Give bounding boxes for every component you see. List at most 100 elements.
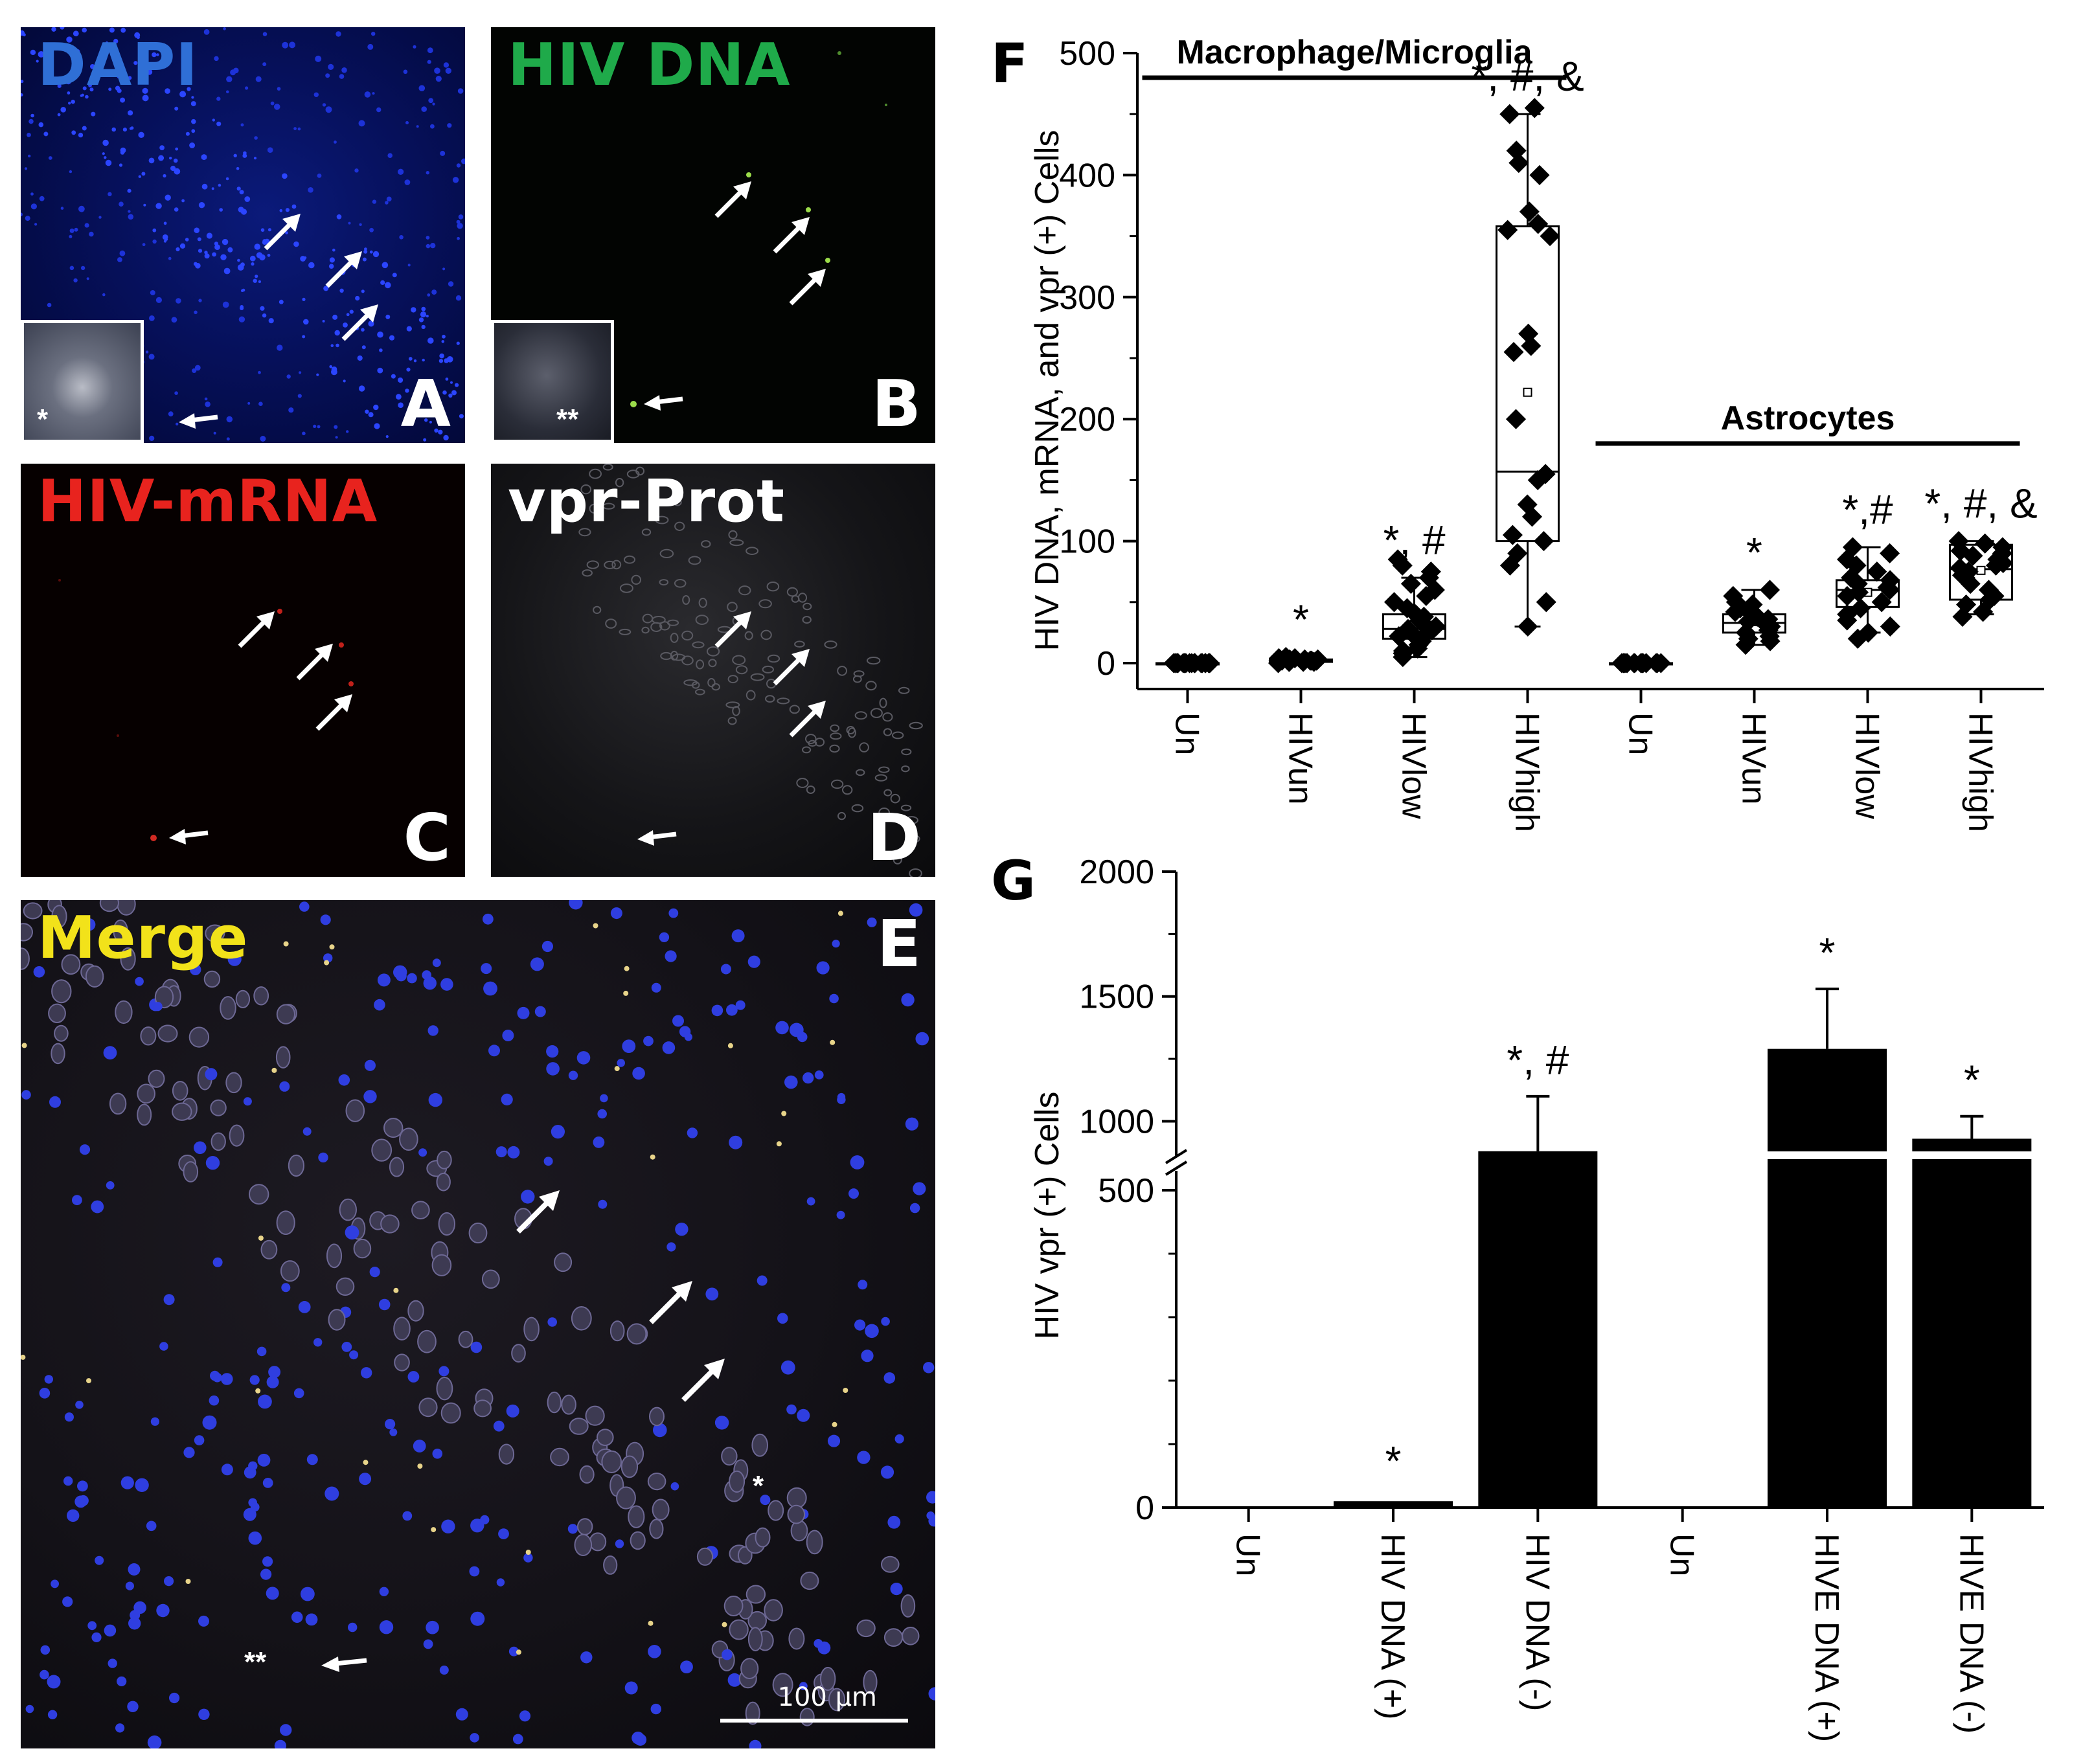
f-data-point (1975, 533, 1996, 554)
f-group-label: Astrocytes (1721, 400, 1895, 437)
panel-vpr-prot: vpr-Prot D (491, 464, 935, 877)
arrow-icon (238, 611, 275, 648)
g-y-tick-label: 500 (1098, 1172, 1154, 1210)
panel-letter-a: A (400, 366, 451, 442)
inset-a: * (21, 320, 144, 443)
f-data-point (1992, 537, 2013, 558)
arrow-icon (773, 649, 810, 686)
g-axis-break (1165, 1160, 1188, 1176)
f-data-point (1867, 561, 1887, 582)
g-significance-label: *, # (1507, 1037, 1569, 1083)
f-x-tick-label: Un (1622, 712, 1659, 755)
f-data-point (1524, 98, 1545, 119)
f-y-tick-label: 300 (1059, 279, 1115, 317)
f-data-point (1759, 580, 1781, 600)
panel-merge: Merge E * ** 100 µm (21, 900, 935, 1748)
f-data-point (1497, 220, 1518, 240)
arrow-icon (315, 694, 352, 731)
f-box-3: *, #, & (1471, 53, 1584, 637)
arrow-icon (264, 214, 301, 251)
f-data-point (1200, 653, 1220, 673)
f-box-body (1496, 225, 1560, 543)
f-group-label: Macrophage/Microglia (1177, 34, 1533, 71)
g-bar (1768, 1048, 1887, 1508)
f-data-point (1723, 585, 1744, 606)
f-box-6: *,# (1836, 486, 1900, 649)
panel-title-vpr-prot: vpr-Prot (508, 468, 786, 536)
arrow-icon (325, 251, 362, 288)
g-bar (1334, 1501, 1453, 1508)
arrow-icon (714, 611, 751, 648)
g-significance-label: * (1964, 1057, 1980, 1103)
f-data-point (1540, 226, 1560, 247)
f-significance-label: *, #, & (1471, 53, 1584, 100)
g-bar-5: * (1911, 1057, 2033, 1508)
arrow-icon (714, 181, 751, 218)
f-data-point (1871, 592, 1892, 613)
f-x-tick-label: Un (1168, 712, 1206, 755)
arrow-icon (169, 829, 209, 844)
f-y-axis-label: HIV DNA, mRNA, and vpr (+) Cells (1029, 130, 1066, 651)
g-y-tick-label: 0 (1135, 1489, 1154, 1527)
f-data-point (1955, 594, 1977, 615)
scale-bar (720, 1719, 908, 1723)
g-x-tick-label: HIVE DNA (-) (1952, 1533, 1990, 1734)
f-significance-label: *, # (1383, 517, 1445, 563)
g-x-tick-label: Un (1229, 1533, 1267, 1576)
f-data-point (1505, 409, 1527, 429)
g-x-tick-label: HIV DNA (-) (1518, 1533, 1556, 1711)
f-data-point (1499, 104, 1520, 124)
arrow-icon (179, 413, 218, 429)
f-y-tick-label: 500 (1059, 35, 1115, 73)
g-significance-label: * (1819, 929, 1836, 976)
g-bar-2: *, # (1478, 1037, 1598, 1508)
f-box-7: *, #, & (1924, 481, 2038, 627)
f-box-5: * (1722, 529, 1786, 655)
hiv-mrna-signal (58, 579, 354, 841)
f-y-tick-label: 200 (1059, 401, 1115, 438)
g-axis-break (1165, 1149, 1188, 1164)
f-x-tick-label: HIVun (1282, 712, 1319, 805)
f-box-mean (1976, 565, 1986, 575)
g-y-tick-label: 1500 (1079, 978, 1154, 1016)
f-box-2: *, # (1382, 517, 1446, 668)
f-box-1: * (1268, 596, 1333, 673)
g-x-tick-label: HIVE DNA (+) (1808, 1533, 1845, 1742)
f-y-tick-label: 0 (1097, 645, 1115, 683)
f-x-tick-label: HIVlow (1849, 712, 1886, 819)
f-significance-label: *, #, & (1924, 481, 2037, 527)
chart-f: HIV DNA, mRNA, and vpr (+) Cells 0 100 200… (1029, 34, 2044, 832)
f-data-point (1742, 594, 1763, 615)
inset-b: ** (491, 320, 614, 443)
panel-title-dapi: DAPI (38, 31, 198, 99)
arrow-icon (516, 1190, 560, 1234)
panel-letter-d: D (867, 800, 921, 876)
f-x-tick-label: HIVlow (1395, 712, 1433, 819)
f-data-point (1858, 622, 1878, 643)
arrow-icon (681, 1359, 725, 1402)
f-y-tick-label: 100 (1059, 523, 1115, 561)
f-data-point (1533, 531, 1554, 552)
g-y-tick-label: 1000 (1079, 1103, 1154, 1140)
panel-letter-e: E (876, 906, 921, 982)
f-x-tick-label: HIVhigh (1962, 712, 1999, 832)
panel-title-merge: Merge (38, 904, 249, 972)
arrow-icon (321, 1657, 367, 1672)
arrow-icon (296, 644, 333, 681)
arrow-icon (341, 304, 378, 341)
f-y-tick-label: 400 (1059, 157, 1115, 194)
g-bar (1912, 1138, 2032, 1508)
g-significance-label: * (1385, 1438, 1402, 1484)
figure-label-g: G (991, 849, 1036, 912)
f-data-point (1880, 616, 1900, 637)
f-data-point (1842, 537, 1863, 558)
f-data-point (1880, 543, 1900, 563)
arrow-icon (773, 217, 810, 254)
f-significance-label: * (1746, 529, 1762, 576)
merge-cells (21, 900, 935, 1748)
panel-letter-b: B (871, 366, 921, 442)
g-x-tick-label: HIV DNA (+) (1374, 1533, 1411, 1720)
arrow-icon (789, 269, 826, 306)
g-x-tick-label: Un (1663, 1533, 1701, 1576)
f-significance-label: * (1293, 596, 1309, 643)
